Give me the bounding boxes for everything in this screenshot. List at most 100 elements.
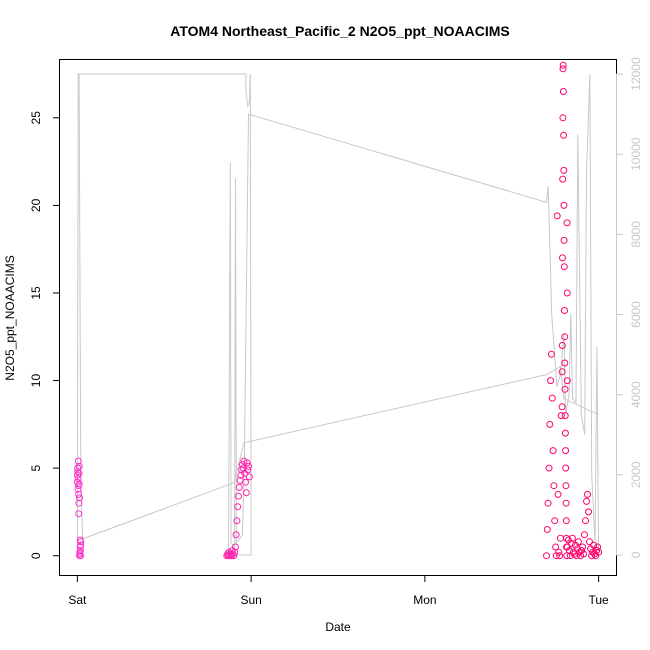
data-point <box>568 534 576 542</box>
data-point <box>591 550 599 558</box>
data-point <box>560 263 568 271</box>
y2-tick-label: 2000 <box>629 461 643 488</box>
data-point <box>594 543 602 551</box>
data-point <box>550 482 558 490</box>
data-point <box>558 368 566 376</box>
data-point <box>76 547 84 554</box>
data-point <box>562 464 570 472</box>
data-point <box>581 531 588 539</box>
data-point <box>562 447 570 455</box>
data-point <box>559 61 567 69</box>
y-tick-label: 15 <box>29 286 43 300</box>
data-point <box>563 377 571 385</box>
y2-tick-label: 8000 <box>629 221 643 248</box>
data-point <box>75 499 83 507</box>
data-point <box>579 543 586 551</box>
data-point <box>554 490 562 498</box>
data-point <box>242 478 249 486</box>
data-point <box>557 534 564 542</box>
data-point <box>543 526 551 533</box>
data-point <box>235 483 243 491</box>
data-point <box>576 548 583 556</box>
points-layer <box>73 61 603 560</box>
data-point <box>578 547 585 554</box>
data-point <box>242 489 250 497</box>
data-point <box>76 494 83 502</box>
altitude-line <box>77 73 599 540</box>
data-point <box>77 538 85 546</box>
data-point <box>245 473 253 481</box>
data-point <box>593 547 601 554</box>
data-point <box>561 359 569 367</box>
data-point <box>549 447 557 455</box>
data-point <box>561 412 569 420</box>
data-point <box>230 552 238 560</box>
data-point <box>590 541 598 549</box>
data-point <box>584 490 591 498</box>
data-point <box>559 114 567 122</box>
data-point <box>561 333 569 341</box>
data-point <box>557 412 565 420</box>
data-point <box>551 517 559 525</box>
x-tick-label: Sun <box>240 593 261 607</box>
data-point <box>75 469 83 477</box>
data-point <box>595 548 603 556</box>
data-point <box>585 508 592 516</box>
data-point <box>562 499 570 507</box>
data-point <box>74 471 81 479</box>
data-point <box>235 492 242 500</box>
data-point <box>561 385 569 393</box>
data-point <box>583 497 590 505</box>
secondary-y-axis: 0 2000 4000 6000 8000 10000 12000 <box>616 57 643 558</box>
data-point <box>558 403 566 411</box>
data-point <box>586 538 593 546</box>
data-point <box>558 342 566 349</box>
y2-tick-label: 0 <box>629 551 643 558</box>
data-point <box>244 466 252 474</box>
data-point <box>563 543 571 551</box>
chart-title: ATOM4 Northeast_Pacific_2 N2O5_ppt_NOAAC… <box>170 23 509 39</box>
y2-tick-label: 4000 <box>629 381 643 408</box>
data-point <box>552 552 560 560</box>
y-axis: 0 5 10 15 20 25 <box>29 111 60 559</box>
data-point <box>245 462 253 470</box>
data-point <box>562 482 570 490</box>
data-point <box>75 490 83 498</box>
y2-tick-label: 10000 <box>629 137 643 171</box>
data-point <box>582 517 589 525</box>
data-point <box>75 480 83 488</box>
data-point <box>77 552 84 560</box>
data-point <box>561 429 569 437</box>
altitude-line <box>76 73 600 556</box>
y-tick-label: 0 <box>29 552 43 559</box>
data-point <box>231 543 239 551</box>
data-point <box>238 461 246 469</box>
altitude-line-layer <box>76 73 600 556</box>
data-point <box>74 475 82 483</box>
data-point <box>560 166 568 174</box>
data-point <box>547 350 555 358</box>
x-axis-label: Date <box>325 620 351 634</box>
data-point <box>74 457 82 465</box>
data-point <box>561 307 568 314</box>
y-tick-label: 20 <box>29 198 43 212</box>
data-point <box>567 540 575 547</box>
data-point <box>547 377 555 385</box>
data-point <box>243 459 251 467</box>
y-tick-label: 5 <box>29 464 43 471</box>
y-tick-label: 10 <box>29 374 43 388</box>
data-point <box>231 548 239 556</box>
data-point <box>544 499 552 507</box>
data-point <box>555 548 563 556</box>
data-point <box>562 517 570 525</box>
data-point <box>559 254 566 262</box>
data-point <box>75 462 83 470</box>
data-point <box>565 547 573 554</box>
y2-tick-label: 6000 <box>629 301 643 328</box>
data-point <box>553 212 561 220</box>
data-point <box>559 88 567 95</box>
plot-frame <box>59 59 617 576</box>
data-point <box>75 510 83 518</box>
data-point <box>560 201 568 209</box>
